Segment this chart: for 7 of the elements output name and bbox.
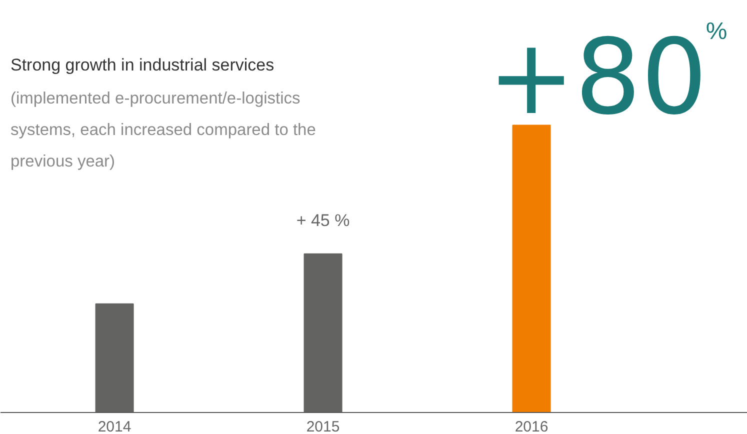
annotation: +80%	[488, 16, 728, 138]
x-tick-label: 2015	[306, 418, 340, 434]
x-tick-label: 2016	[514, 418, 548, 434]
annotation: + 45 %	[296, 210, 350, 230]
x-tick-label: 2014	[98, 418, 132, 434]
chart-title: Strong growth in industrial services	[10, 56, 274, 74]
chart-subtitle: (implemented e-procurement/e-logistics systems, each increased compared to the previous year)	[10, 90, 316, 170]
